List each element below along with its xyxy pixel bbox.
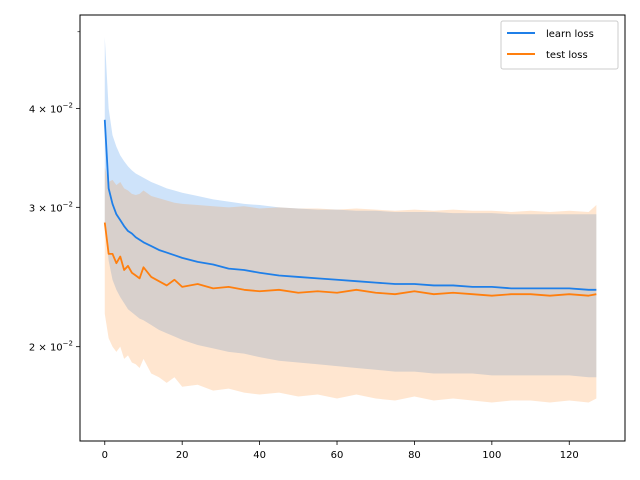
series-lines (103, 119, 597, 297)
series-line-test-loss (103, 222, 597, 297)
x-tick-label: 120 (560, 450, 579, 461)
series-line-learn-loss (103, 119, 597, 291)
y-tick-label: 2 × 10−2 (29, 340, 73, 354)
legend: learn loss test loss (500, 20, 619, 70)
x-axis: 0 20 40 60 80 100 120 (102, 441, 579, 461)
legend-label-learn-loss: learn loss (546, 29, 594, 40)
band-test-loss (104, 167, 597, 403)
legend-label-test-loss: test loss (546, 50, 588, 61)
x-tick-label: 80 (408, 450, 421, 461)
band-learn-loss (104, 37, 597, 378)
x-tick-label: 40 (253, 450, 266, 461)
y-tick-label: 3 × 10−2 (29, 200, 73, 214)
confidence-bands (104, 37, 597, 403)
y-axis: 2 × 10−2 3 × 10−2 4 × 10−2 (29, 31, 80, 354)
y-tick-label: 4 × 10−2 (29, 101, 73, 115)
x-tick-label: 60 (331, 450, 344, 461)
axes-frame (79, 14, 626, 442)
x-tick-label: 20 (176, 450, 189, 461)
plot-area (103, 37, 597, 403)
x-tick-label: 100 (482, 450, 501, 461)
x-tick-label: 0 (102, 450, 108, 461)
